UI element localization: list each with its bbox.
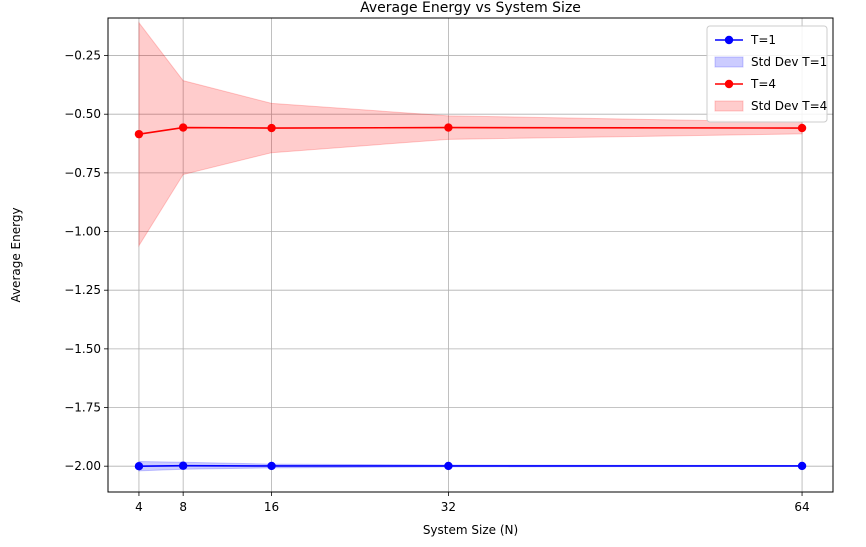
x-tick-label: 32 — [441, 500, 456, 514]
y-tick-label: −0.75 — [64, 166, 101, 180]
std-dev-band-2 — [138, 21, 803, 248]
legend-label: Std Dev T=4 — [751, 99, 827, 113]
series-2-point — [444, 123, 453, 132]
plot-frame — [107, 17, 834, 493]
series-1-point — [267, 461, 276, 471]
y-tick-label: −1.00 — [64, 225, 101, 239]
x-tick-label: 8 — [179, 500, 187, 514]
legend-band-swatch — [714, 100, 744, 112]
series-1-point — [134, 461, 144, 471]
y-tick-label: −1.25 — [64, 283, 101, 297]
series-1-point — [178, 461, 188, 470]
y-tick-label: −0.25 — [64, 49, 101, 63]
x-tick-label: 4 — [135, 500, 143, 514]
x-tick-label: 16 — [264, 500, 279, 514]
series-2-point — [267, 123, 276, 133]
series-1-point — [797, 461, 807, 471]
legend-marker — [724, 79, 734, 89]
legend-band-swatch — [714, 56, 744, 68]
series-1-point — [444, 461, 453, 471]
y-tick-label: −0.50 — [64, 107, 101, 121]
x-tick-label: 64 — [794, 500, 809, 514]
y-axis-title: Average Energy — [9, 207, 23, 302]
series-lines — [134, 123, 807, 471]
y-axis-ticks: −2.00 −1.75 −1.50 −1.25 −1.00 −0.75 −0.50 −0.25 — [64, 49, 108, 473]
y-tick-label: −2.00 — [64, 459, 101, 473]
std-dev-bands — [138, 21, 803, 472]
y-tick-label: −1.75 — [64, 401, 101, 415]
series-2-point — [134, 129, 144, 139]
legend-label: T=1 — [750, 33, 776, 47]
legend-label: Std Dev T=1 — [751, 55, 827, 69]
legend-box — [706, 25, 828, 123]
y-tick-label: −1.50 — [64, 342, 101, 356]
x-axis-ticks: 4 8 16 32 64 — [135, 492, 810, 514]
legend: T=1 Std Dev T=1 T=4 Std Dev T=4 — [706, 25, 828, 123]
legend-label: T=4 — [750, 77, 776, 91]
x-axis-title: System Size (N) — [423, 523, 518, 537]
series-2-point — [178, 123, 188, 132]
legend-marker — [724, 35, 734, 45]
chart-title: Average Energy vs System Size — [360, 0, 581, 16]
series-2-point — [797, 123, 807, 133]
